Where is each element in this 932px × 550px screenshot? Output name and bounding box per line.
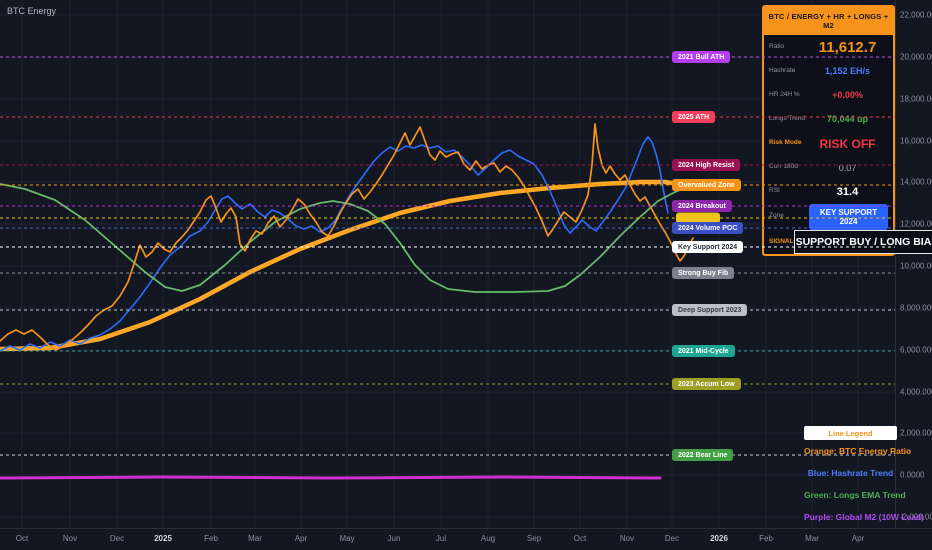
time-tick-month: Dec bbox=[109, 534, 125, 543]
panel-label-hr-24h: HR 24H % bbox=[769, 90, 800, 98]
level-badge-overvalued-zone: Overvalued Zone bbox=[672, 179, 741, 191]
price-tick: 16,000.0000 bbox=[900, 136, 932, 146]
level-badge-2021-bull-ath: 2021 Bull ATH bbox=[672, 51, 731, 63]
level-badge-2021-mid-cycle: 2021 Mid-Cycle bbox=[672, 345, 735, 357]
level-badge-2022-bear-line: 2022 Bear Line bbox=[672, 449, 734, 461]
price-tick: 8,000.0000 bbox=[900, 303, 932, 313]
level-badge-2024-breakout: 2024 Breakout bbox=[672, 200, 732, 212]
panel-value-ratio: 11,612.7 bbox=[818, 38, 877, 56]
time-tick-month: Oct bbox=[15, 534, 29, 543]
panel-value-hashrate: 1,152 EH/s bbox=[824, 66, 871, 77]
time-tick-month: Jun bbox=[387, 534, 401, 543]
panel-value-risk-mode: RISK OFF bbox=[819, 136, 876, 151]
panel-row-hr-24h: HR 24H % +0.00% bbox=[764, 83, 893, 107]
line-legend-header: Line Legend bbox=[804, 426, 897, 440]
time-tick-month: Aug bbox=[480, 534, 496, 543]
time-tick-month: Apr bbox=[294, 534, 308, 543]
panel-label-ratio: Ratio bbox=[769, 42, 785, 50]
line-legend: Line Legend Orange: BTC Energy Ratio Blue… bbox=[804, 426, 924, 534]
panel-label-zone: Zone bbox=[769, 212, 784, 220]
time-tick-year: 2026 bbox=[710, 534, 728, 543]
panel-row-risk-mode: Risk Mode RISK OFF bbox=[764, 132, 893, 156]
price-tick: 18,000.0000 bbox=[900, 94, 932, 104]
legend-item-purple: Purple: Global M2 (10W Lead) bbox=[804, 512, 924, 522]
price-tick: 4,000.0000 bbox=[900, 387, 932, 397]
time-tick-month: Dec bbox=[664, 534, 680, 543]
time-tick-month: Feb bbox=[204, 534, 218, 543]
level-badge-strong-buy-fib: Strong Buy Fib bbox=[672, 267, 735, 279]
panel-row-rsi: RSI 31.4 bbox=[764, 180, 893, 204]
time-tick-month: Apr bbox=[851, 534, 865, 543]
time-tick-month: Sep bbox=[526, 534, 542, 543]
legend-item-orange: Orange: BTC Energy Ratio bbox=[804, 446, 912, 456]
legend-item-green: Green: Longs EMA Trend bbox=[804, 490, 906, 500]
panel-label-hashrate: Hashrate bbox=[769, 66, 796, 74]
panel-value-signal: SUPPORT BUY / LONG BIAS bbox=[793, 229, 932, 254]
panel-value-hr-24h: +0.00% bbox=[832, 90, 863, 101]
time-tick-month: Mar bbox=[805, 534, 819, 543]
price-tick: 14,000.0000 bbox=[900, 177, 932, 187]
panel-value-zone: KEY SUPPORT 2024 bbox=[809, 203, 888, 230]
price-tick: 6,000.0000 bbox=[900, 345, 932, 355]
panel-title: BTC / ENERGY + HR + LONGS + M2 bbox=[764, 7, 893, 35]
panel-row-zone: Zone KEY SUPPORT 2024 bbox=[764, 203, 893, 230]
level-badge-key-support-2024: Key Support 2024 bbox=[672, 241, 744, 253]
time-tick-month: Jul bbox=[435, 534, 447, 543]
panel-value-longs-trend: 70,044 up bbox=[826, 114, 869, 125]
time-tick-month: Feb bbox=[759, 534, 773, 543]
price-tick: 0.0000 bbox=[900, 470, 925, 480]
panel-label-longs-trend: Longs Trend bbox=[769, 115, 806, 123]
price-axis[interactable]: 22,000.0000 20,000.0000 18,000.0000 16,000.… bbox=[895, 0, 932, 528]
panel-label-rsi: RSI bbox=[769, 187, 780, 195]
price-tick: 12,000.0000 bbox=[900, 219, 932, 229]
chart-symbol-title: BTC Energy bbox=[7, 6, 57, 16]
time-tick-month: Mar bbox=[248, 534, 262, 543]
time-tick-month: Nov bbox=[619, 534, 635, 543]
panel-row-longs-trend: Longs Trend 70,044 up bbox=[764, 107, 893, 131]
panel-row-ratio: Ratio 11,612.7 bbox=[764, 35, 893, 59]
price-tick: -2,000.0000 bbox=[900, 512, 932, 522]
time-tick-month: May bbox=[339, 534, 355, 543]
price-tick: 2,000.0000 bbox=[900, 428, 932, 438]
panel-row-hashrate: Hashrate 1,152 EH/s bbox=[764, 59, 893, 83]
level-badge-2023-accum-low: 2023 Accum Low bbox=[672, 378, 741, 390]
time-tick-month: Nov bbox=[62, 534, 78, 543]
panel-label-risk-mode: Risk Mode bbox=[769, 139, 802, 147]
level-badges-layer: 2021 Bull ATH 2025 ATH 2024 High Resist Ove… bbox=[672, 51, 748, 461]
time-axis[interactable]: Oct Nov Dec 2025 Feb Mar Apr May Jun Jul Aug Sep Oct… bbox=[0, 528, 932, 550]
panel-label-corr-180d: Corr 180d bbox=[769, 163, 798, 171]
price-tick: 22,000.0000 bbox=[900, 10, 932, 20]
panel-row-signal: SIGNAL SUPPORT BUY / LONG BIAS bbox=[764, 229, 932, 254]
level-badge-2024-volume-poc: 2024 Volume POC bbox=[672, 222, 744, 234]
panel-value-corr-180d: 0.07 bbox=[838, 162, 857, 173]
price-tick: 10,000.0000 bbox=[900, 261, 932, 271]
price-tick: 20,000.0000 bbox=[900, 52, 932, 62]
time-tick-year: 2025 bbox=[154, 534, 172, 543]
panel-label-signal: SIGNAL bbox=[769, 237, 794, 245]
level-badge-2024-high-resist: 2024 High Resist bbox=[672, 159, 741, 171]
indicator-info-panel: BTC / ENERGY + HR + LONGS + M2 Ratio 11,6… bbox=[762, 5, 932, 256]
level-badge-2025-ath: 2025 ATH bbox=[672, 111, 716, 123]
time-tick-month: Oct bbox=[573, 534, 587, 543]
legend-item-blue: Blue: Hashrate Trend bbox=[807, 468, 894, 478]
level-badge-deep-support-2023: Deep Support 2023 bbox=[672, 304, 748, 316]
panel-row-corr-180d: Corr 180d 0.07 bbox=[764, 156, 893, 180]
panel-value-rsi: 31.4 bbox=[836, 185, 859, 198]
chart-plot-area[interactable]: BTC Energy 2021 Bull ATH 2025 ATH 2024 Hig… bbox=[0, 0, 895, 528]
